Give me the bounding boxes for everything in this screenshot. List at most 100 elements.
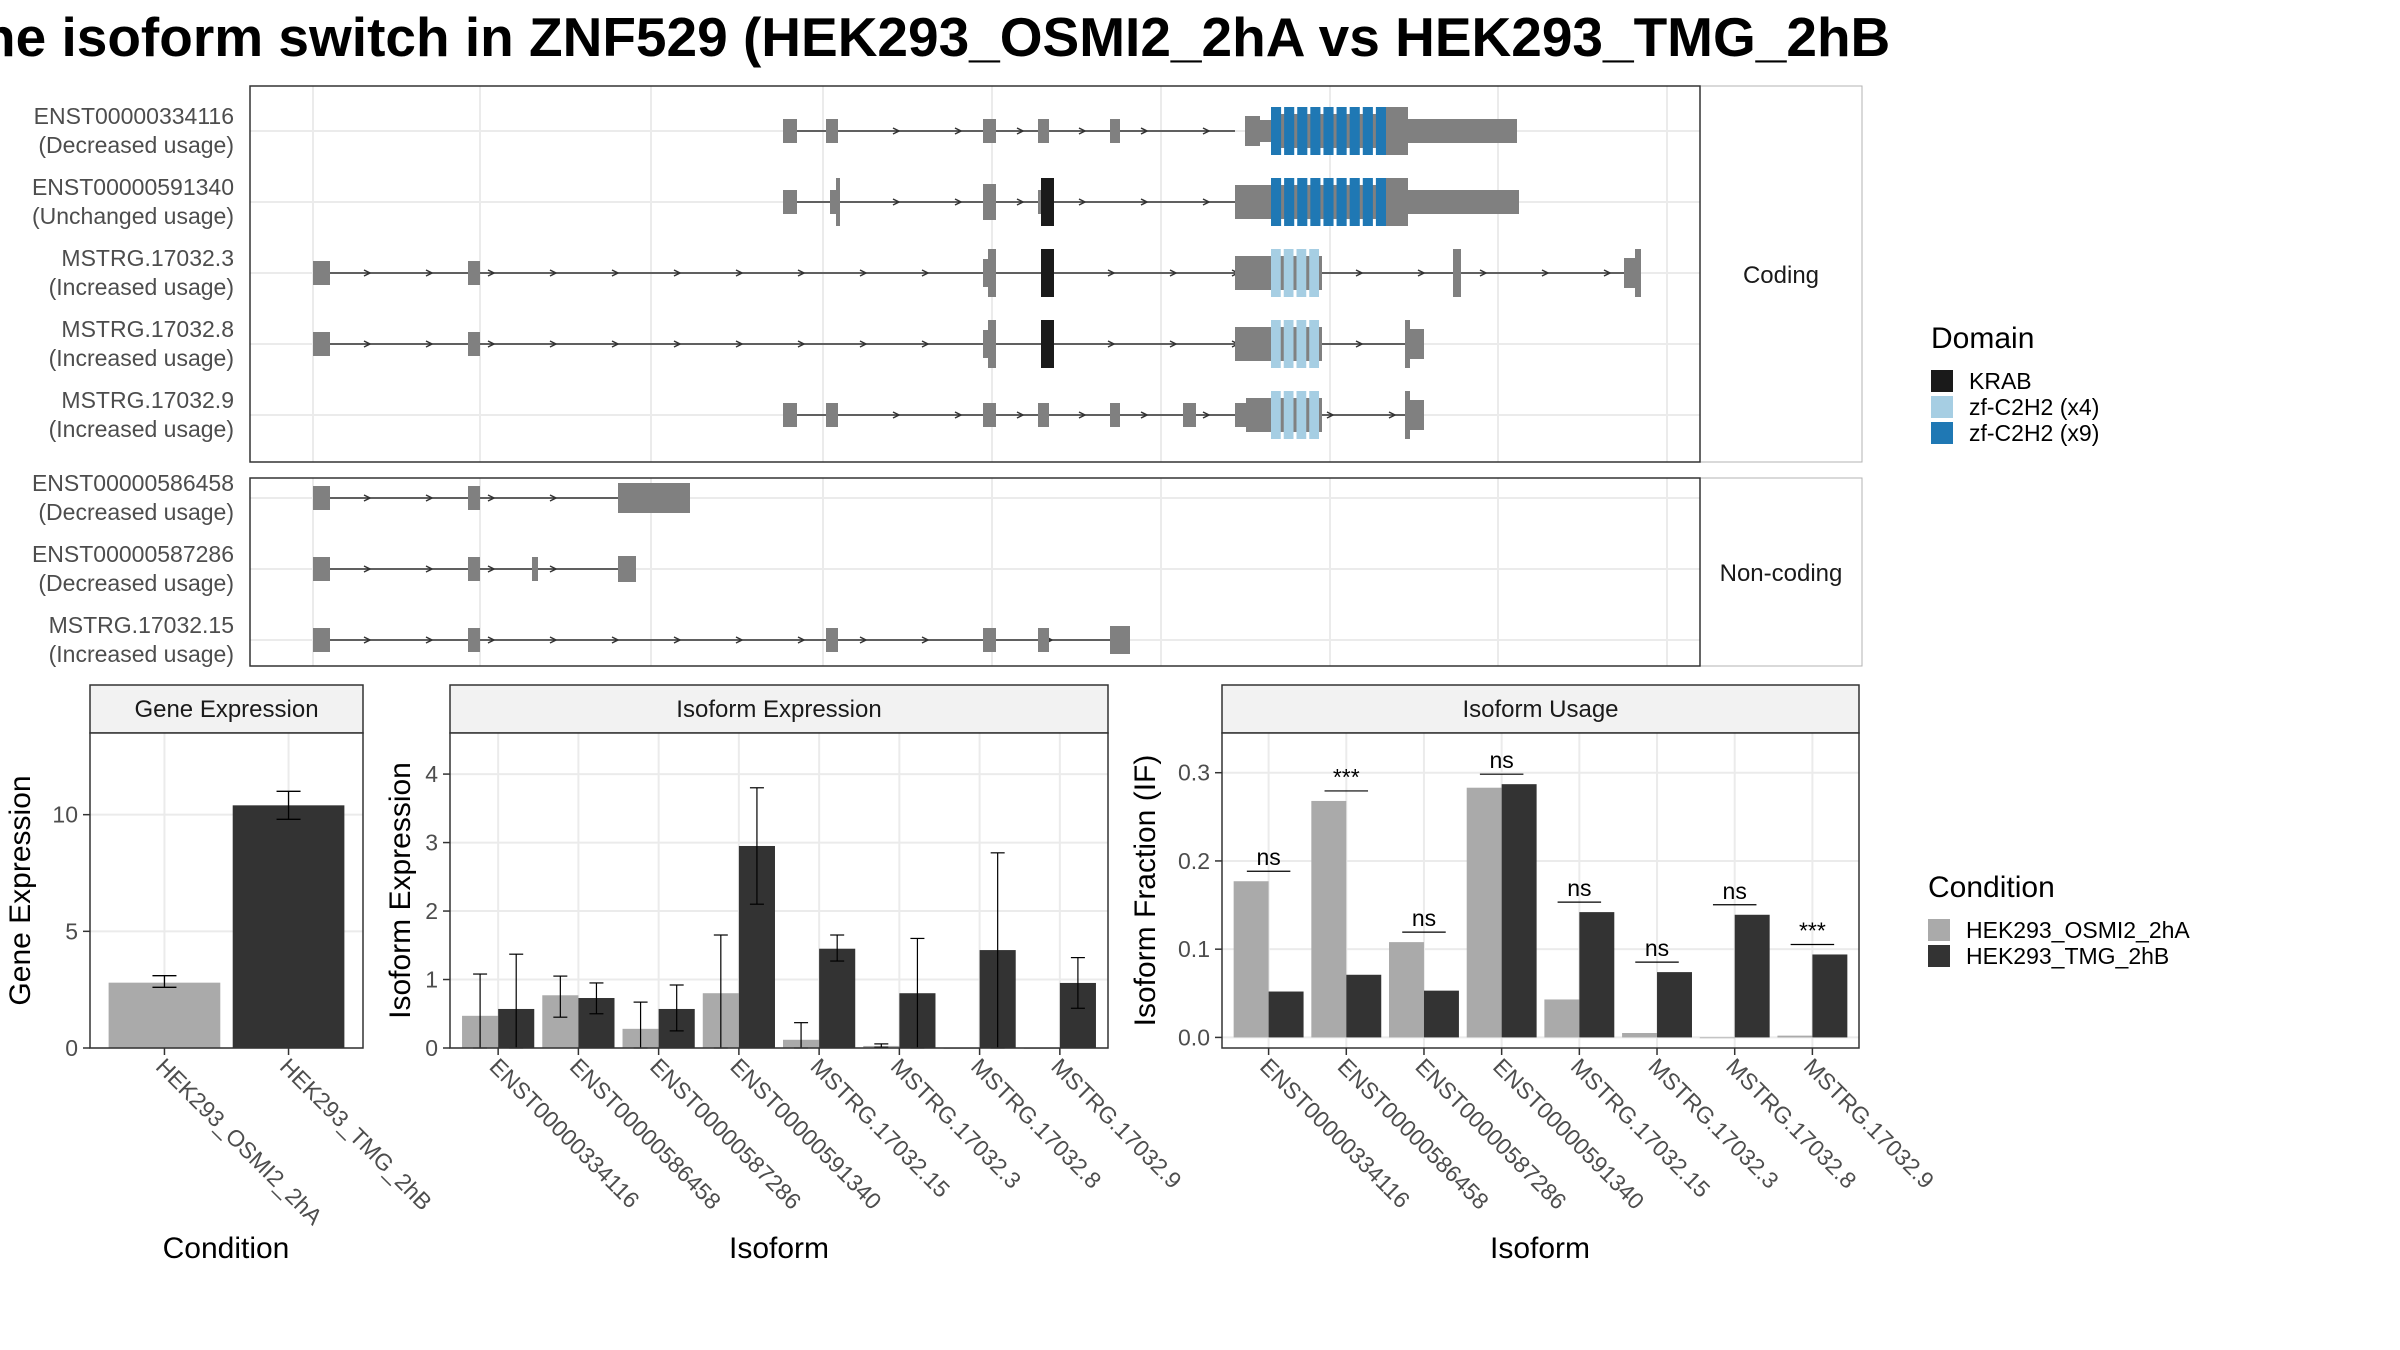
zf-c2h2-domain	[1323, 107, 1334, 155]
significance-label: ns	[1490, 747, 1514, 773]
y-tick-label: 1	[425, 967, 438, 993]
zf-c2h2-domain	[1375, 178, 1386, 226]
intron-arrow	[859, 269, 868, 277]
intron-arrow	[1140, 411, 1149, 419]
zf-c2h2-domain	[1349, 178, 1360, 226]
facet-strip	[1221, 684, 1860, 734]
transcript-model: ENST00000591340 (Unchanged usage)	[32, 174, 1519, 229]
exon	[1038, 628, 1049, 652]
exon	[1453, 249, 1461, 297]
intron-arrow	[425, 636, 434, 644]
intron-arrow	[549, 269, 558, 277]
bar	[1466, 787, 1502, 1038]
exon	[618, 556, 636, 582]
plot-border	[1221, 732, 1860, 1049]
y-tick-label: 0	[425, 1035, 438, 1061]
intron-arrow	[363, 565, 372, 573]
x-tick-label: MSTRG.17032.15	[1566, 1053, 1715, 1202]
intron-arrow	[1078, 411, 1087, 419]
intron-arrow	[611, 636, 620, 644]
significance-label: ns	[1723, 878, 1747, 904]
significance-label: ***	[1799, 917, 1826, 943]
intron-arrow	[549, 494, 558, 502]
y-axis-title: Isoform Expression	[384, 762, 417, 1019]
structure-strip	[1699, 85, 1863, 463]
zf-c2h2-domain	[1309, 249, 1319, 297]
bar	[108, 982, 221, 1048]
transcript-id: ENST00000334116	[34, 103, 234, 129]
figure-title: he isoform switch in ZNF529 (HEK293_OSMI…	[0, 6, 1890, 68]
exon	[1183, 403, 1196, 427]
bar	[1734, 914, 1770, 1038]
zf-c2h2-domain	[1296, 391, 1307, 439]
zf-c2h2-domain	[1296, 249, 1307, 297]
legend-domain-title: Domain	[1931, 322, 2034, 355]
intron-arrow	[1169, 340, 1178, 348]
intron-arrow	[363, 636, 372, 644]
bar	[1777, 1035, 1813, 1038]
bar	[1657, 972, 1692, 1038]
structure-panel-border	[249, 477, 1701, 667]
exon	[988, 320, 996, 368]
intron-arrow	[487, 494, 496, 502]
intron-arrow	[1479, 269, 1488, 277]
x-axis-title: Condition	[163, 1232, 290, 1265]
exon	[1038, 403, 1049, 427]
y-axis-title: Gene Expression	[4, 775, 37, 1005]
transcript-usage: (Increased usage)	[49, 416, 234, 442]
exon	[830, 190, 836, 214]
exon	[618, 483, 690, 513]
legend-domain-key	[1931, 370, 1953, 392]
bar	[1268, 991, 1304, 1038]
zf-c2h2-domain	[1283, 320, 1294, 368]
exon	[313, 628, 330, 652]
transcript-usage: (Increased usage)	[49, 641, 234, 667]
y-tick-label: 0.1	[1178, 936, 1210, 962]
x-tick-label: MSTRG.17032.9	[1799, 1053, 1939, 1193]
y-tick-label: 0	[65, 1035, 78, 1061]
bar	[1812, 954, 1848, 1038]
intron-arrow	[611, 269, 620, 277]
intron-arrow	[797, 340, 806, 348]
intron-arrow	[363, 340, 372, 348]
exon	[1410, 329, 1424, 359]
intron-arrow	[1355, 269, 1364, 277]
transcript-usage: (Decreased usage)	[38, 132, 234, 158]
transcript-model: ENST00000587286 (Decreased usage)	[32, 541, 636, 596]
intron-arrow	[954, 411, 963, 419]
bar	[1501, 784, 1537, 1038]
intron-arrow	[921, 269, 930, 277]
x-tick-label: ENST00000334116	[485, 1053, 645, 1213]
krab-domain	[1041, 178, 1054, 226]
y-tick-label: 0.2	[1178, 848, 1210, 874]
zf-c2h2-domain	[1362, 178, 1373, 226]
zf-c2h2-domain	[1362, 107, 1373, 155]
exon	[783, 119, 797, 143]
transcript-usage: (Decreased usage)	[38, 570, 234, 596]
y-tick-label: 3	[425, 830, 438, 856]
exon	[313, 332, 330, 356]
exon	[1386, 178, 1408, 226]
transcript-usage: (Unchanged usage)	[32, 203, 234, 229]
x-tick-label: ENST00000586458	[565, 1053, 726, 1214]
intron-arrow	[425, 494, 434, 502]
exon	[1038, 190, 1041, 214]
exon	[983, 119, 996, 143]
intron-arrow	[1202, 198, 1211, 206]
zf-c2h2-domain	[1271, 107, 1282, 155]
intron-arrow	[954, 198, 963, 206]
intron-arrow	[797, 269, 806, 277]
exon	[783, 190, 797, 214]
legend-domain-key	[1931, 396, 1953, 418]
intron-arrow	[1078, 198, 1087, 206]
intron-arrow	[1355, 340, 1364, 348]
intron-arrow	[363, 494, 372, 502]
zf-c2h2-domain	[1271, 178, 1282, 226]
transcript-id: MSTRG.17032.3	[61, 245, 234, 271]
intron-arrow	[1016, 411, 1025, 419]
x-tick-label: ENST00000334116	[1255, 1053, 1415, 1213]
bar	[1579, 912, 1615, 1038]
legend-domain-label: zf-C2H2 (x4)	[1969, 394, 2099, 420]
exon	[1635, 249, 1641, 297]
